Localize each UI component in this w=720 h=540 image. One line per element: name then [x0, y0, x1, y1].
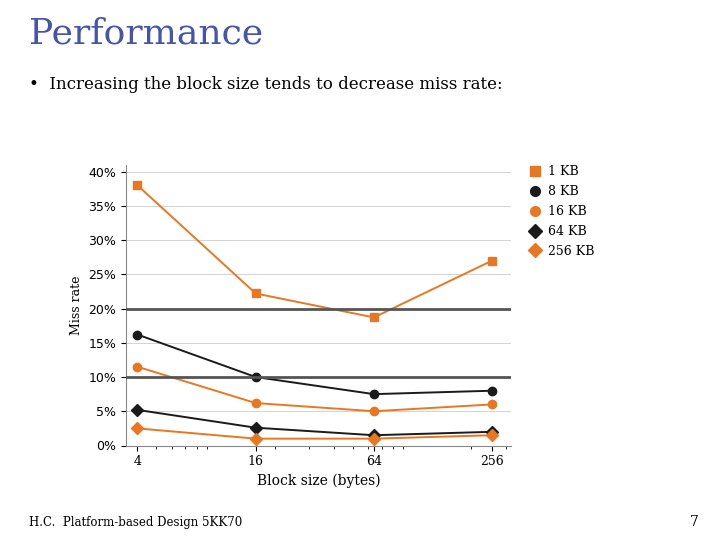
X-axis label: Block size (bytes): Block size (bytes) — [257, 474, 380, 488]
Text: •  Increasing the block size tends to decrease miss rate:: • Increasing the block size tends to dec… — [29, 76, 503, 92]
Y-axis label: Miss rate: Miss rate — [70, 275, 83, 335]
Legend: 1 KB, 8 KB, 16 KB, 64 KB, 256 KB: 1 KB, 8 KB, 16 KB, 64 KB, 256 KB — [529, 165, 594, 258]
Text: 7: 7 — [690, 515, 698, 529]
Text: Performance: Performance — [29, 16, 263, 50]
Text: H.C.  Platform-based Design 5KK70: H.C. Platform-based Design 5KK70 — [29, 516, 242, 529]
